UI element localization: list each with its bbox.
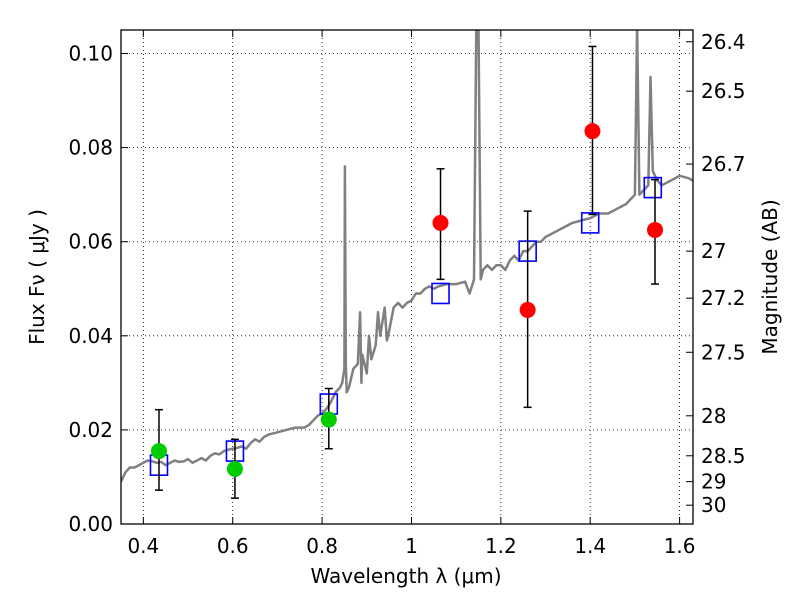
x-tick-label: 0.6 — [217, 534, 249, 558]
y-tick-label: 0.08 — [68, 136, 113, 160]
y-tick-label: 0.06 — [68, 230, 113, 254]
y-tick-label: 0.04 — [68, 324, 113, 348]
model-flux-square — [580, 212, 600, 234]
observed-flux-point — [150, 443, 167, 460]
y-axis-label: Flux Fν ( μJy ) — [25, 209, 49, 345]
markers-layer — [149, 45, 664, 499]
x-tick-label: 1.6 — [664, 534, 696, 558]
model-spectrum-layer — [121, 30, 693, 483]
observed-flux-point — [647, 221, 664, 238]
model-spectrum-line — [121, 30, 693, 483]
y-tick-label: 0.02 — [68, 418, 113, 442]
right-tick-label: 27.5 — [701, 340, 746, 364]
model-flux-square — [643, 176, 663, 199]
observed-flux-point — [226, 460, 243, 477]
right-tick-label: 26.7 — [701, 152, 746, 176]
plot-frame — [120, 29, 694, 525]
right-tick-label: 27.2 — [701, 286, 746, 310]
x-tick-label: 0.8 — [306, 534, 338, 558]
right-tick-label: 27 — [701, 239, 726, 263]
observed-flux-point — [584, 123, 601, 140]
right-tick-label: 29 — [701, 470, 726, 494]
y-tick-label: 0.10 — [68, 42, 113, 66]
observed-flux-point — [432, 214, 449, 231]
plot-area — [121, 30, 693, 524]
model-flux-square — [431, 282, 450, 305]
x-axis-label: Wavelength λ (μm) — [310, 564, 501, 588]
x-tick-label: 1.4 — [574, 534, 606, 558]
axis-ticks: 0.4 0.6 0.8 1 1.2 1.4 1.6 0.00 0.02 0.04 0.06 0.08 0… — [68, 30, 745, 558]
x-tick-label: 1 — [405, 534, 418, 558]
right-tick-label: 26.5 — [701, 79, 746, 103]
right-axis-label: Magnitude (AB) — [758, 199, 782, 354]
right-tick-label: 26.4 — [701, 30, 746, 54]
observed-flux-point — [320, 411, 337, 428]
x-tick-label: 0.4 — [127, 534, 159, 558]
right-tick-label: 30 — [701, 493, 726, 517]
y-tick-label: 0.00 — [68, 512, 113, 536]
observed-flux-point — [519, 301, 536, 318]
right-tick-label: 28.5 — [701, 444, 746, 468]
x-tick-label: 1.2 — [485, 534, 517, 558]
right-tick-label: 28 — [701, 404, 726, 428]
